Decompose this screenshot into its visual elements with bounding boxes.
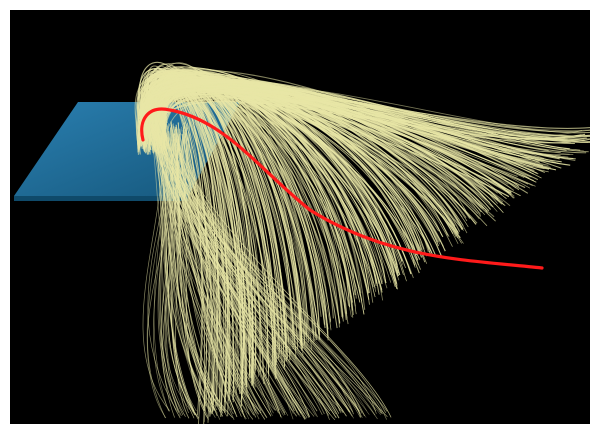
fiber-streamline [176,138,367,418]
fiber-streamline [161,124,382,416]
fiber-streamline [183,132,366,417]
fiber-streamline [151,89,590,144]
fiber-bundle [134,61,590,424]
fiber-streamline [170,122,378,420]
fiber-streamline [154,138,242,417]
fiber-streamline [153,131,169,412]
highlighted-streamline [140,107,544,270]
fiber-streamline [152,135,272,413]
fiber-streamline [183,134,377,412]
fiber-streamline [160,139,307,420]
fiber-tract-render [10,10,590,424]
fiber-streamline [155,138,340,419]
fiber-streamline [157,136,315,417]
fiber-streamline [158,125,362,418]
fiber-streamline [174,128,301,417]
highlighted-fiber [140,107,544,270]
fiber-streamline [140,83,590,145]
fiber-streamline [161,80,590,137]
fiber-streamline [155,78,589,143]
fiber-streamline [142,79,590,137]
fiber-streamline [151,131,233,419]
fiber-streamline [173,136,387,420]
fiber-streamline [155,91,590,143]
fiber-streamline [183,123,300,416]
fiber-streamline [162,130,330,414]
fiber-streamline [151,125,387,414]
fiber-streamline [162,128,363,414]
fiber-streamline [173,133,392,418]
fiber-streamline [151,135,216,411]
fiber-streamline [162,127,274,414]
fiber-streamline [150,70,534,175]
fiber-streamline [188,134,377,414]
fiber-streamline [163,131,361,414]
fiber-streamline [161,86,586,153]
fiber-streamline [151,137,370,415]
fiber-streamline [155,128,354,419]
fiber-streamline [159,120,361,418]
fiber-streamline [151,128,388,418]
fiber-streamline [171,132,351,413]
fiber-streamline [140,86,590,130]
slice-plane-edge [14,196,188,201]
fiber-streamline [148,100,586,152]
fiber-streamline [163,135,272,417]
fiber-streamline [172,133,351,413]
